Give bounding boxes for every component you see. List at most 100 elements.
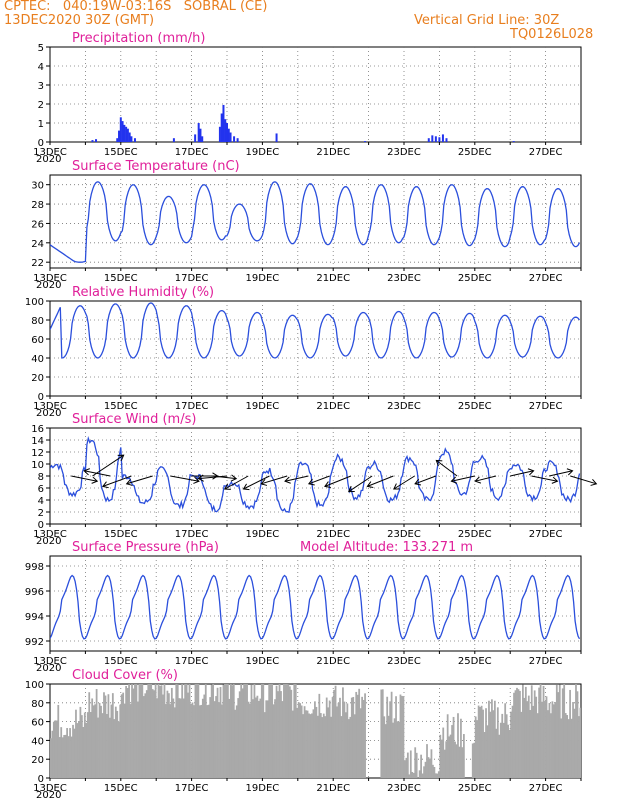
- precip-bar: [364, 141, 367, 142]
- wind-arrowhead: [566, 468, 574, 476]
- cloud-bar: [114, 706, 117, 778]
- panel-title-2: Relative Humidity (%): [72, 285, 214, 300]
- cloud-bar: [347, 719, 350, 778]
- x-tick-label: 15DEC: [104, 529, 138, 540]
- x-tick-label: 15DEC: [104, 656, 138, 667]
- cloud-bar: [330, 716, 333, 778]
- cloud-bar: [144, 693, 147, 778]
- panel-frame-3: [49, 427, 582, 525]
- wind-vector: [102, 475, 132, 487]
- cloud-bar: [255, 697, 257, 778]
- cloud-bar: [76, 723, 79, 778]
- precip-bar: [128, 132, 131, 142]
- cloud-bar: [564, 713, 567, 778]
- cloud-bar: [544, 701, 546, 778]
- x-tick-label: 27DEC: [529, 273, 563, 284]
- cloud-bar: [194, 684, 197, 778]
- cloud-bar: [119, 704, 122, 778]
- y-tick-label: 60: [31, 718, 44, 729]
- cloud-bar: [299, 703, 302, 778]
- cloud-bar: [116, 710, 119, 778]
- cloud-bar: [228, 698, 231, 778]
- y-tick-label: 40: [31, 354, 44, 365]
- cloud-bar: [530, 685, 533, 778]
- cloud-bar: [395, 696, 397, 778]
- panel-title-5: Cloud Cover (%): [72, 668, 178, 683]
- cloud-bar: [247, 701, 250, 778]
- cloud-bar: [461, 747, 464, 778]
- panel-frame-2: [49, 300, 582, 397]
- wind-arrowhead: [284, 476, 291, 484]
- cloud-bar: [311, 713, 313, 778]
- precip-bar: [218, 126, 221, 142]
- cloud-bar: [117, 721, 120, 778]
- cloud-bar: [362, 699, 365, 778]
- cloud-bar: [406, 752, 409, 778]
- x-tick-label: 17DEC: [175, 529, 209, 540]
- cloud-bar: [539, 684, 542, 778]
- cloud-bar: [420, 754, 422, 778]
- cloud-bar: [423, 766, 425, 778]
- cloud-bar: [383, 716, 386, 778]
- x-tick-label: 21DEC: [316, 273, 350, 284]
- cloud-bar: [517, 689, 520, 778]
- cloud-bar: [67, 736, 70, 778]
- cloud-bar: [418, 770, 421, 778]
- cloud-bar: [510, 711, 512, 778]
- cloud-bar: [238, 691, 241, 778]
- cloud-bar: [297, 702, 300, 778]
- wind-vector: [284, 475, 309, 482]
- x-tick-label: 13DEC: [33, 401, 67, 412]
- cloud-bar: [318, 693, 321, 778]
- cloud-bars: [50, 684, 581, 778]
- cloud-bar: [523, 697, 526, 778]
- cloud-bar: [384, 724, 387, 778]
- wind-vector: [348, 475, 373, 493]
- x-tick-label: 19DEC: [246, 273, 280, 284]
- cloud-bar: [222, 684, 225, 778]
- cloud-bar: [73, 728, 76, 778]
- x-tick-year: 2020: [36, 790, 61, 800]
- y-tick-label: 996: [25, 587, 44, 598]
- x-tick-label: 19DEC: [246, 529, 280, 540]
- cloud-bar: [209, 697, 212, 778]
- cloud-bar: [488, 700, 490, 778]
- cloud-bar: [547, 710, 549, 778]
- wind-arrowhead: [193, 476, 200, 484]
- wind-vector: [435, 459, 458, 477]
- cloud-bar: [434, 773, 437, 778]
- cloud-bar: [502, 722, 505, 778]
- x-tick-label: 21DEC: [316, 401, 350, 412]
- y-tick-label: 0: [38, 138, 44, 149]
- cloud-bar: [411, 771, 414, 778]
- series-line-2: [50, 302, 581, 359]
- wind-arrowhead: [347, 485, 355, 493]
- cloud-bar: [492, 710, 495, 778]
- x-tick-year: 2020: [36, 154, 61, 165]
- cloud-bar: [151, 689, 154, 778]
- cloud-bar: [206, 705, 209, 778]
- wind-vector: [126, 475, 153, 485]
- cloud-bar: [266, 700, 269, 778]
- cloud-bar: [392, 722, 394, 778]
- precip-bar: [227, 128, 230, 142]
- cloud-bar: [380, 689, 383, 778]
- cloud-bar: [536, 713, 539, 778]
- cloud-bar: [212, 684, 215, 778]
- cloud-bar: [271, 684, 274, 778]
- cloud-bar: [401, 695, 403, 778]
- cloud-bar: [134, 684, 136, 778]
- cloud-bar: [507, 724, 510, 778]
- x-tick-label: 21DEC: [316, 529, 350, 540]
- y-tick-label: 992: [25, 637, 44, 648]
- cloud-bar: [166, 690, 169, 778]
- cloud-bar: [550, 713, 552, 778]
- x-tick-label: 25DEC: [458, 147, 492, 158]
- cloud-bar: [516, 687, 518, 778]
- cloud-bar: [471, 743, 474, 778]
- series-line-4: [50, 574, 581, 640]
- y-tick-label: 0: [38, 774, 44, 785]
- x-tick-label: 27DEC: [529, 656, 563, 667]
- x-tick-label: 23DEC: [387, 401, 421, 412]
